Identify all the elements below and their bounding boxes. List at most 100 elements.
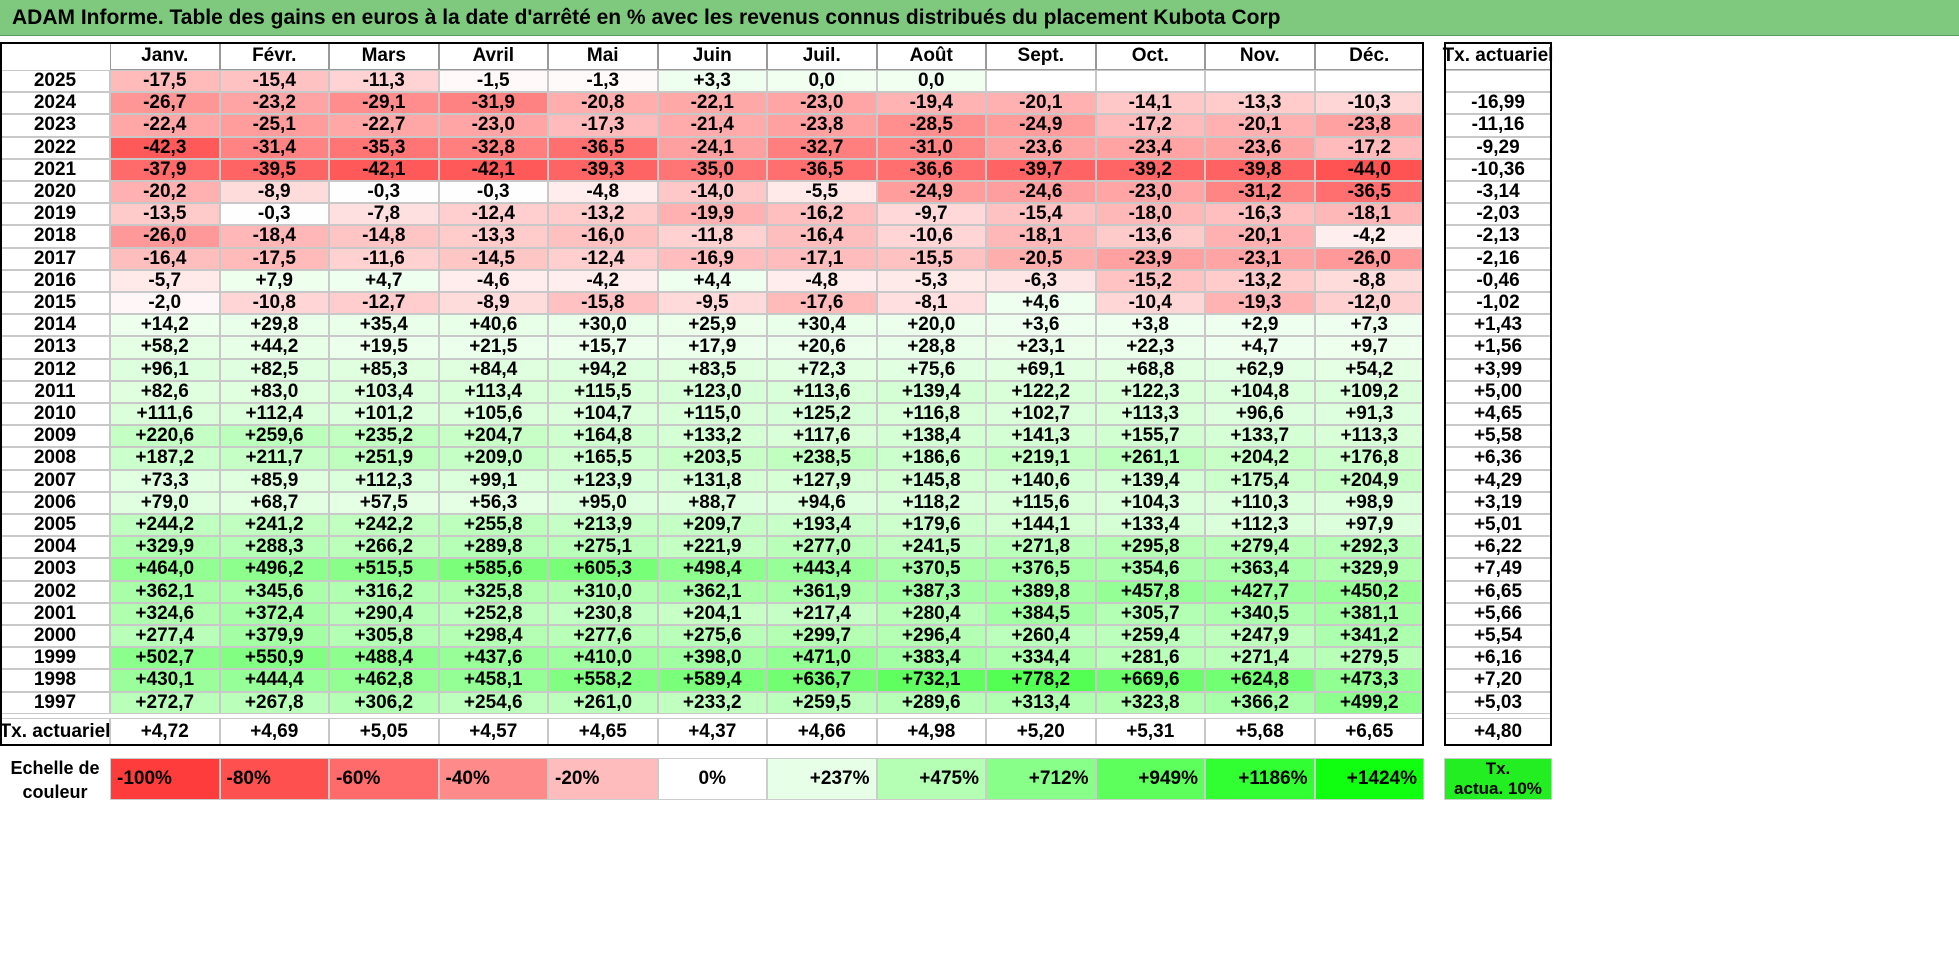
table-cell: +323,8 — [1095, 691, 1205, 714]
month-header: Juin — [657, 42, 767, 70]
table-cell: +247,9 — [1205, 625, 1315, 648]
year-label: 2010 — [0, 403, 110, 426]
table-cell: -36,6 — [876, 158, 986, 181]
table-cell: +73,3 — [110, 469, 220, 492]
table-cell: +398,0 — [657, 647, 767, 670]
table-cell: +112,3 — [329, 469, 439, 492]
table-cell: +176,8 — [1314, 447, 1424, 470]
table-cell: -4,8 — [767, 269, 877, 292]
table-cell: +54,2 — [1314, 358, 1424, 381]
footer-cell: +5,05 — [329, 717, 439, 746]
table-cell: +123,0 — [657, 380, 767, 403]
table-cell: -14,5 — [438, 247, 548, 270]
table-cell: -16,4 — [110, 247, 220, 270]
table-cell: +277,4 — [110, 625, 220, 648]
rate-cell: -2,13 — [1444, 225, 1552, 248]
table-cell: +7,9 — [219, 269, 329, 292]
table-cell: -13,2 — [548, 203, 658, 226]
table-cell: -13,3 — [1205, 92, 1315, 115]
table-cell: -13,5 — [110, 203, 220, 226]
table-cell: -23,4 — [1095, 136, 1205, 159]
table-cell: +251,9 — [329, 447, 439, 470]
rate-cell: +3,19 — [1444, 491, 1552, 514]
table-cell: +139,4 — [1095, 469, 1205, 492]
table-cell: -1,3 — [548, 70, 658, 93]
table-cell: -39,5 — [219, 158, 329, 181]
table-cell: +254,6 — [438, 691, 548, 714]
table-cell: +324,6 — [110, 602, 220, 625]
table-cell: +389,8 — [986, 580, 1096, 603]
table-cell: +213,9 — [548, 514, 658, 537]
table-cell: +275,6 — [657, 625, 767, 648]
table-cell: +104,3 — [1095, 491, 1205, 514]
table-cell: +40,6 — [438, 314, 548, 337]
month-header: Juil. — [767, 42, 877, 70]
table-cell: +305,8 — [329, 625, 439, 648]
month-header: Déc. — [1314, 42, 1424, 70]
table-cell: +219,1 — [986, 447, 1096, 470]
table-cell: +69,1 — [986, 358, 1096, 381]
table-cell: +4,6 — [986, 292, 1096, 315]
rate-cell: +1,43 — [1444, 314, 1552, 337]
table-cell: +471,0 — [767, 647, 877, 670]
rate-cell: +4,29 — [1444, 469, 1552, 492]
table-cell: +636,7 — [767, 669, 877, 692]
table-cell: +113,3 — [1095, 403, 1205, 426]
table-cell: -23,1 — [1205, 247, 1315, 270]
table-cell: +427,7 — [1205, 580, 1315, 603]
table-cell: +605,3 — [548, 558, 658, 581]
table-cell: +72,3 — [767, 358, 877, 381]
table-cell: -19,9 — [657, 203, 767, 226]
table-cell: +316,2 — [329, 580, 439, 603]
rate-cell: +3,99 — [1444, 358, 1552, 381]
table-cell: -23,0 — [1095, 181, 1205, 204]
table-cell: +550,9 — [219, 647, 329, 670]
table-cell: +131,8 — [657, 469, 767, 492]
table-cell: +209,7 — [657, 514, 767, 537]
table-cell: +376,5 — [986, 558, 1096, 581]
table-cell: +430,1 — [110, 669, 220, 692]
table-cell: +155,7 — [1095, 425, 1205, 448]
table-cell: -12,7 — [329, 292, 439, 315]
table-cell: -29,1 — [329, 92, 439, 115]
table-cell: +118,2 — [876, 491, 986, 514]
table-cell: +91,3 — [1314, 403, 1424, 426]
table-cell: -2,0 — [110, 292, 220, 315]
table-cell: -26,0 — [1314, 247, 1424, 270]
table-cell: +30,4 — [767, 314, 877, 337]
table-cell: -12,4 — [438, 203, 548, 226]
table-cell: -8,1 — [876, 292, 986, 315]
rate-cell: +5,03 — [1444, 691, 1552, 714]
table-cell: -13,2 — [1205, 269, 1315, 292]
table-cell: -21,4 — [657, 114, 767, 137]
table-cell: +241,5 — [876, 536, 986, 559]
table-cell: +288,3 — [219, 536, 329, 559]
table-cell: +84,4 — [438, 358, 548, 381]
table-cell: +778,2 — [986, 669, 1096, 692]
table-cell: -36,5 — [1314, 181, 1424, 204]
table-cell: +57,5 — [329, 491, 439, 514]
table-cell: +179,6 — [876, 514, 986, 537]
table-cell: +310,0 — [548, 580, 658, 603]
table-cell: -42,1 — [329, 158, 439, 181]
table-cell: +444,4 — [219, 669, 329, 692]
table-cell: -31,2 — [1205, 181, 1315, 204]
table-cell: +96,1 — [110, 358, 220, 381]
table-cell: +4,7 — [1205, 336, 1315, 359]
footer-cell: +4,65 — [548, 717, 658, 746]
table-cell: +295,8 — [1095, 536, 1205, 559]
table-cell: -24,1 — [657, 136, 767, 159]
footer-rate: +4,80 — [1444, 717, 1552, 746]
table-cell: -16,3 — [1205, 203, 1315, 226]
table-cell: +345,6 — [219, 580, 329, 603]
table-cell: +97,9 — [1314, 514, 1424, 537]
table-cell: +498,4 — [657, 558, 767, 581]
table-cell: +275,1 — [548, 536, 658, 559]
table-cell: -7,8 — [329, 203, 439, 226]
table-cell: +144,1 — [986, 514, 1096, 537]
table-cell: +104,8 — [1205, 380, 1315, 403]
footer-cell: +4,57 — [438, 717, 548, 746]
table-cell: +379,9 — [219, 625, 329, 648]
year-label: 2021 — [0, 158, 110, 181]
table-cell: +103,4 — [329, 380, 439, 403]
